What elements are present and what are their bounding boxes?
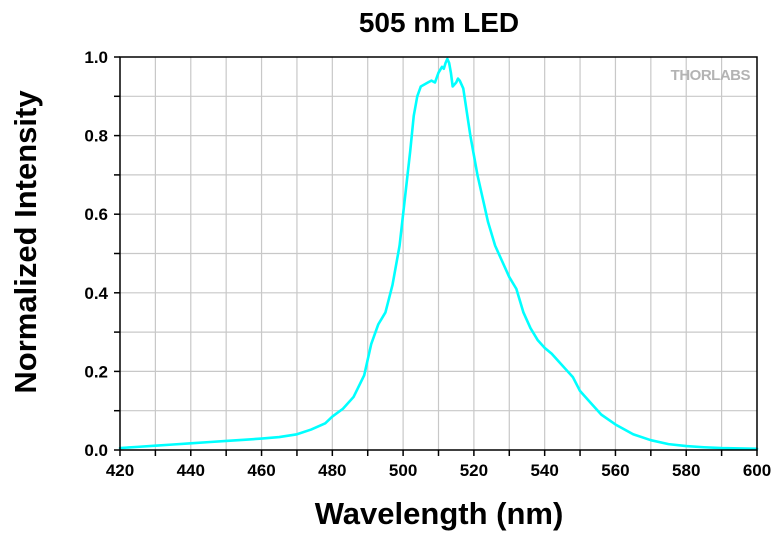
x-tick-label: 580 bbox=[672, 461, 700, 480]
series-layer bbox=[118, 57, 759, 451]
x-tick-labels: 420 440 460 480 500 520 540 560 580 600 bbox=[106, 461, 771, 480]
y-tick-label: 0.8 bbox=[84, 127, 108, 146]
y-tick-label: 0.4 bbox=[84, 284, 108, 303]
x-tick-label: 540 bbox=[530, 461, 558, 480]
x-tick-label: 460 bbox=[247, 461, 275, 480]
chart-title: 505 nm LED bbox=[359, 7, 519, 38]
y-axis-label: Normalized Intensity bbox=[8, 90, 43, 394]
spectrum-line bbox=[118, 57, 759, 451]
y-tick-label: 0.0 bbox=[84, 441, 108, 460]
tick-marks bbox=[114, 56, 758, 456]
x-tick-label: 600 bbox=[743, 461, 771, 480]
thorlabs-watermark: THORLABS bbox=[671, 67, 751, 84]
x-tick-label: 440 bbox=[177, 461, 205, 480]
x-tick-label: 420 bbox=[106, 461, 134, 480]
x-tick-label: 520 bbox=[460, 461, 488, 480]
x-axis-label: Wavelength (nm) bbox=[315, 496, 564, 531]
x-tick-label: 560 bbox=[601, 461, 629, 480]
x-tick-label: 480 bbox=[318, 461, 346, 480]
y-tick-label: 1.0 bbox=[84, 48, 108, 67]
y-tick-label: 0.6 bbox=[84, 205, 108, 224]
x-tick-label: 500 bbox=[389, 461, 417, 480]
y-tick-label: 0.2 bbox=[84, 362, 108, 381]
y-tick-labels: 0.0 0.2 0.4 0.6 0.8 1.0 bbox=[84, 48, 108, 460]
grid bbox=[120, 57, 757, 450]
